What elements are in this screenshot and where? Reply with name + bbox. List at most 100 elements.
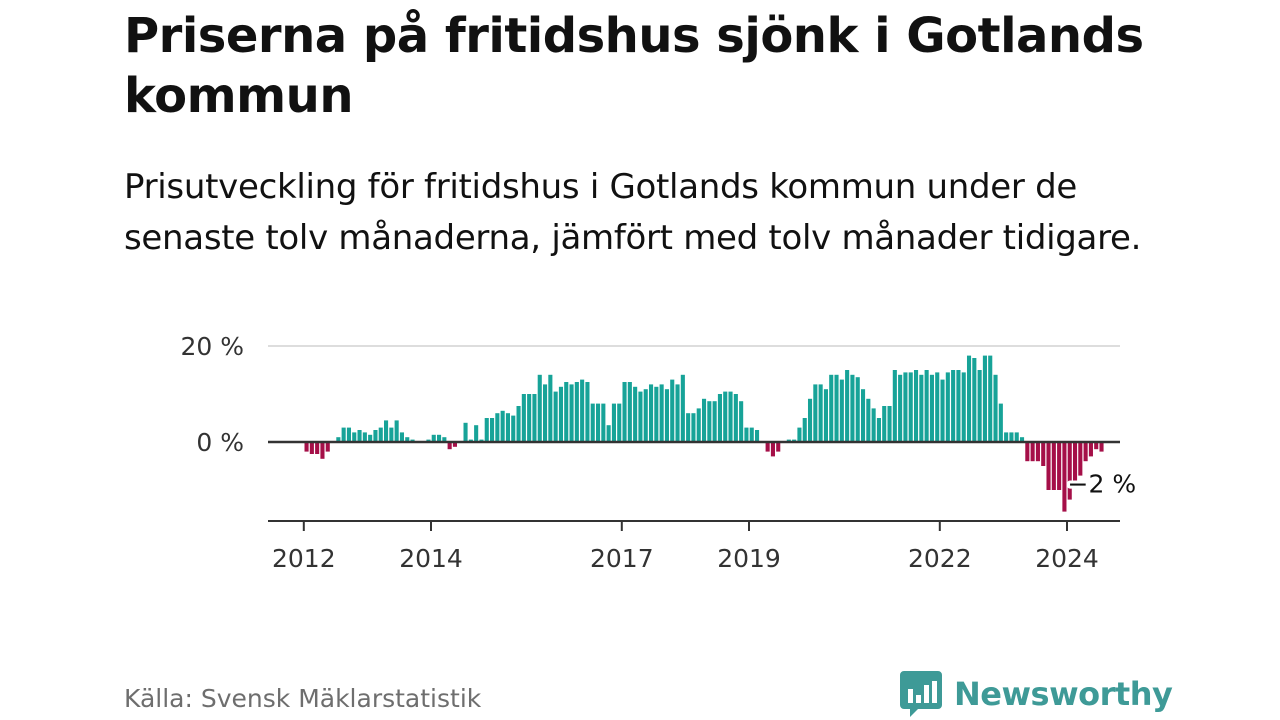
bar-positive <box>956 370 961 442</box>
bar-negative <box>1078 442 1083 476</box>
bar-positive <box>537 374 542 442</box>
bar-positive <box>823 389 828 442</box>
bar-positive <box>866 398 871 442</box>
bar-positive <box>935 372 940 442</box>
newsworthy-chart-bubble-icon <box>900 671 942 717</box>
bar-positive <box>574 382 579 442</box>
bar-positive <box>490 418 495 442</box>
bar-positive <box>919 374 924 442</box>
bar-positive <box>352 432 357 442</box>
bar-positive <box>993 374 998 442</box>
bar-negative <box>1051 442 1056 490</box>
bar-positive <box>733 394 738 442</box>
bar-positive <box>389 427 394 442</box>
bar-negative <box>320 442 325 459</box>
chart-subtitle: Prisutveckling för fritidshus i Gotlands… <box>124 167 1142 258</box>
bar-negative <box>1057 442 1062 490</box>
bar-negative <box>1030 442 1035 462</box>
bar-negative <box>1099 442 1104 452</box>
bar-negative <box>1041 442 1046 466</box>
bar-positive <box>908 372 913 442</box>
bar-negative <box>770 442 775 457</box>
bar-positive <box>606 425 611 442</box>
bar-positive <box>860 389 866 442</box>
bar-positive <box>749 427 754 442</box>
bar-positive <box>474 425 479 442</box>
bar-positive <box>548 374 553 442</box>
bar-positive <box>341 427 346 442</box>
bar-positive <box>839 379 844 442</box>
bar-positive <box>966 355 972 442</box>
bar-positive <box>622 382 627 442</box>
bar-positive <box>553 391 558 442</box>
bar-positive <box>855 377 860 442</box>
bar-positive <box>924 370 929 442</box>
bar-positive <box>378 427 383 442</box>
bar-positive <box>892 370 897 442</box>
bar-positive <box>368 434 373 442</box>
bar-positive <box>802 418 807 442</box>
bar-positive <box>1009 432 1014 442</box>
x-tick-label: 2022 <box>908 544 972 572</box>
bar-positive <box>405 437 410 442</box>
bar-positive <box>336 437 341 442</box>
bar-positive <box>845 370 850 442</box>
bar-positive <box>728 391 733 442</box>
bar-positive <box>346 427 351 442</box>
bar-positive <box>505 413 510 442</box>
bar-positive <box>495 413 500 442</box>
bar-positive <box>813 384 818 442</box>
bar-positive <box>638 391 643 442</box>
bar-negative <box>1046 442 1051 490</box>
bar-positive <box>362 432 367 442</box>
bar-positive <box>723 391 728 442</box>
bar-positive <box>399 432 404 442</box>
bar-positive <box>558 386 563 442</box>
bar-negative <box>325 442 330 452</box>
source-note: Källa: Svensk Mäklarstatistik <box>124 684 482 713</box>
bar-positive <box>680 374 685 442</box>
bar-positive <box>887 406 892 442</box>
bar-negative <box>447 442 452 450</box>
bar-negative <box>765 442 770 452</box>
x-tick-label: 2012 <box>272 544 336 572</box>
bar-positive <box>357 430 362 442</box>
bar-positive <box>585 382 590 442</box>
bar-positive <box>617 403 622 442</box>
bar-positive <box>543 384 548 442</box>
bar-positive <box>754 430 760 442</box>
bar-positive <box>654 386 659 442</box>
bar-positive <box>633 386 638 442</box>
bar-positive <box>500 410 505 442</box>
bar-negative <box>1072 442 1078 486</box>
bar-positive <box>627 382 632 442</box>
bar-positive <box>659 384 664 442</box>
brand-name: Newsworthy <box>954 675 1173 713</box>
x-tick-label: 2019 <box>717 544 781 572</box>
chart-title: Priserna på fritidshus sjönk i Gotlands … <box>124 8 1144 124</box>
bar-positive <box>484 418 489 442</box>
bar-positive <box>913 370 919 442</box>
bar-negative <box>1067 442 1072 500</box>
bar-positive <box>940 379 945 442</box>
bar-negative <box>309 442 314 454</box>
bar-positive <box>903 372 908 442</box>
bar-positive <box>611 403 616 442</box>
bar-positive <box>648 384 654 442</box>
bar-negative <box>304 442 309 452</box>
bar-positive <box>829 374 834 442</box>
bar-positive <box>739 401 744 442</box>
bar-positive <box>516 406 521 442</box>
bar-positive <box>701 398 707 442</box>
bar-positive <box>871 408 876 442</box>
bar-positive <box>977 370 982 442</box>
bar-positive <box>951 370 956 442</box>
bar-negative <box>1094 442 1099 450</box>
bar-positive <box>998 403 1003 442</box>
bar-positive <box>1014 432 1019 442</box>
bar-positive <box>876 418 881 442</box>
x-tick-label: 2014 <box>399 544 463 572</box>
bar-positive <box>569 384 574 442</box>
bar-positive <box>712 401 717 442</box>
bar-positive <box>580 379 585 442</box>
